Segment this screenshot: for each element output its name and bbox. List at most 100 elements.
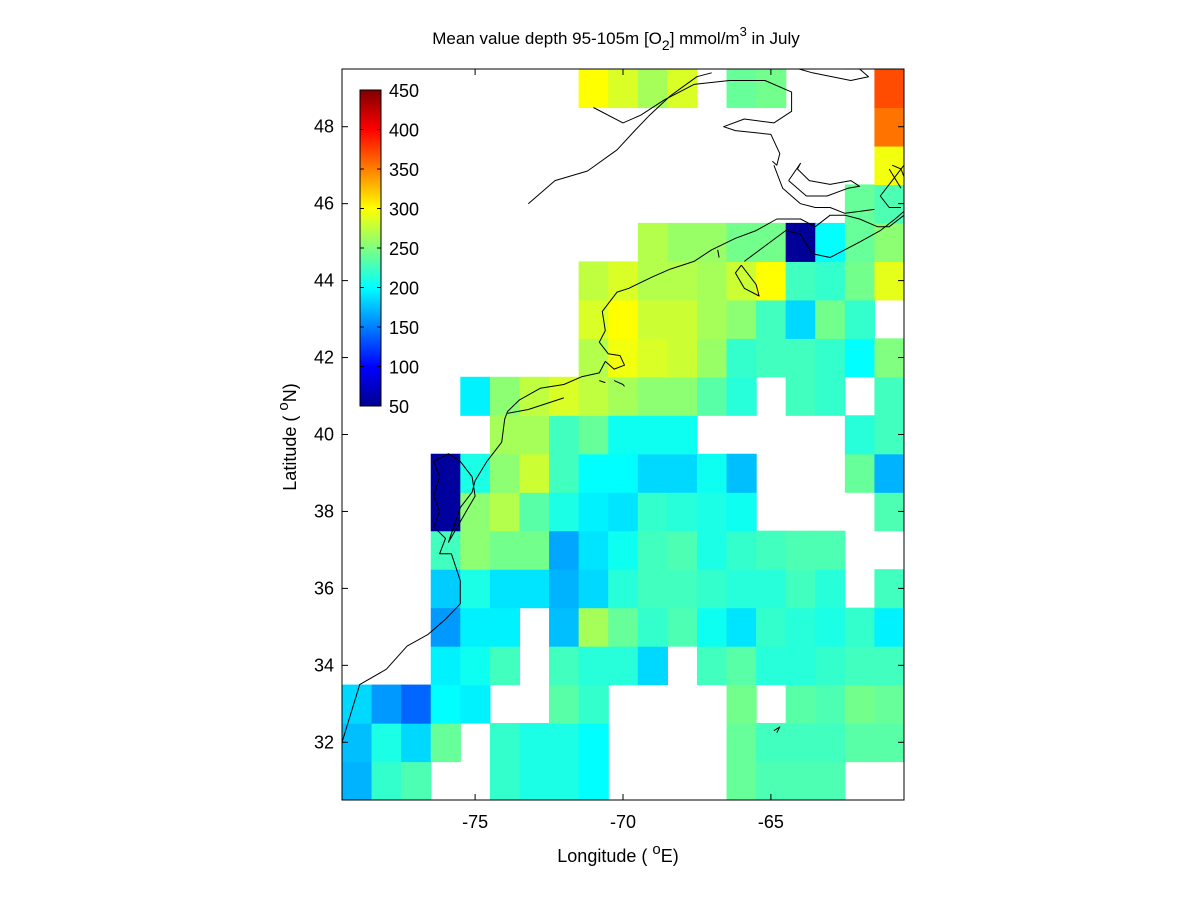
colorbar-ticks: 50 100 150 200 250 300 350 400 450 <box>360 81 419 417</box>
heatmap-cell <box>578 530 609 570</box>
heatmap-cell <box>637 492 668 532</box>
heatmap-cell <box>608 69 639 109</box>
heatmap-cell <box>489 453 521 493</box>
heatmap-cell <box>637 607 668 647</box>
heatmap-cell <box>726 376 757 416</box>
heatmap-cell <box>844 453 876 493</box>
heatmap-cell <box>696 607 728 647</box>
heatmap-cell <box>667 492 698 532</box>
heatmap-cell <box>460 607 491 647</box>
heatmap-cell <box>667 338 698 378</box>
heatmap-cell <box>726 607 757 647</box>
heatmap-cell <box>696 222 728 262</box>
heatmap-cell <box>637 299 668 339</box>
heatmap-cell <box>726 338 757 378</box>
coastline-segment <box>744 211 904 262</box>
coastline-segment <box>788 162 861 197</box>
heatmap-cell <box>785 299 816 339</box>
heatmap-cell <box>489 415 521 455</box>
heatmap-cell <box>519 376 550 416</box>
heatmap-cell <box>637 646 668 686</box>
heatmap-cell <box>726 761 757 800</box>
heatmap-cell <box>844 338 876 378</box>
y-axis-label: Latitude ( oN) <box>275 383 300 490</box>
colorbar-tick-label: 450 <box>389 81 419 101</box>
heatmap-cell <box>785 646 816 686</box>
coastline-segment <box>773 165 875 214</box>
heatmap-cell <box>549 684 580 724</box>
heatmap-cell <box>696 530 728 570</box>
heatmap-cell <box>637 69 668 109</box>
y-tick-label: 42 <box>314 348 334 368</box>
heatmap-cell <box>637 338 668 378</box>
heatmap-cell <box>578 453 609 493</box>
colorbar-tick-label: 200 <box>389 279 419 299</box>
heatmap-cell <box>844 299 876 339</box>
heatmap-cell <box>489 376 521 416</box>
colorbar-tick-label: 50 <box>389 397 409 417</box>
heatmap-cell <box>844 415 876 455</box>
heatmap-cell <box>519 569 550 609</box>
heatmap-cell <box>608 453 639 493</box>
heatmap-cell <box>726 299 757 339</box>
heatmap-cell <box>549 492 580 532</box>
heatmap-cell <box>756 222 787 262</box>
coastline-segment <box>879 164 904 208</box>
heatmap-cell <box>785 569 816 609</box>
heatmap-cell <box>608 338 639 378</box>
heatmap-cell <box>549 569 580 609</box>
heatmap-cell <box>578 723 609 763</box>
heatmap-cell <box>696 646 728 686</box>
heatmap-cell <box>549 415 580 455</box>
heatmap-cell <box>608 530 639 570</box>
heatmap-cell <box>519 761 550 800</box>
coastline-segment <box>599 380 606 384</box>
heatmap-cell <box>608 492 639 532</box>
coastline-segment <box>888 168 902 189</box>
heatmap-cell <box>578 376 609 416</box>
heatmap-cell <box>815 569 846 609</box>
coastline-segment <box>613 380 625 387</box>
heatmap-cell <box>549 376 580 416</box>
heatmap-cell <box>874 453 904 493</box>
heatmap-cell <box>785 684 816 724</box>
x-tick-label: -65 <box>758 812 784 832</box>
heatmap-cell <box>844 646 876 686</box>
heatmap-cell <box>815 338 846 378</box>
heatmap-cell <box>460 569 491 609</box>
heatmap-cell <box>844 723 876 763</box>
heatmap-cell <box>637 530 668 570</box>
heatmap-cell <box>815 261 846 301</box>
heatmap-cell <box>785 723 816 763</box>
heatmap-cell <box>844 607 876 647</box>
heatmap-cell <box>489 646 521 686</box>
heatmap-cell <box>549 530 580 570</box>
heatmap-cell <box>696 569 728 609</box>
x-tick-label: -75 <box>462 812 488 832</box>
heatmap-cell <box>815 761 846 800</box>
heatmap-cell <box>430 646 461 686</box>
coastline-segment <box>507 397 564 414</box>
x-axis-ticks: -75 -70 -65 <box>462 69 784 832</box>
heatmap-cell <box>578 569 609 609</box>
heatmap-cell <box>401 761 432 800</box>
heatmap-cell <box>726 569 757 609</box>
heatmap-cell <box>815 299 846 339</box>
heatmap-cell <box>696 299 728 339</box>
heatmap-cell <box>430 492 461 532</box>
heatmap-cell <box>549 723 580 763</box>
heatmap-cell <box>726 492 757 532</box>
heatmap-cell <box>874 145 904 186</box>
heatmap-cell <box>667 222 698 262</box>
heatmap-cell <box>637 415 668 455</box>
heatmap-cell <box>578 69 609 109</box>
heatmap-cell <box>756 569 787 609</box>
heatmap-cell <box>549 453 580 493</box>
heatmap-cell <box>608 607 639 647</box>
heatmap-cell <box>460 530 491 570</box>
heatmap-cell <box>726 530 757 570</box>
heatmap-cell <box>637 376 668 416</box>
heatmap-cell <box>371 761 402 800</box>
heatmap-cell <box>785 222 816 262</box>
heatmap-cell <box>667 530 698 570</box>
